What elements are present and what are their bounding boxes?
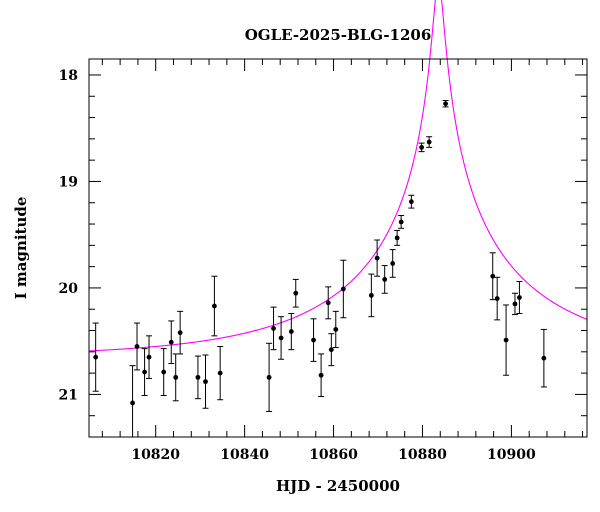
point-marker (490, 273, 496, 279)
data-point (381, 265, 388, 294)
point-marker (394, 235, 400, 241)
point-marker (203, 379, 208, 385)
point-marker (390, 261, 396, 266)
data-point (389, 249, 396, 278)
point-marker (217, 370, 223, 376)
point-marker (142, 369, 147, 375)
data-point (92, 322, 99, 392)
data-point (503, 304, 510, 376)
point-marker (311, 337, 316, 343)
data-point (168, 320, 175, 365)
point-marker (161, 369, 167, 375)
data-point (129, 365, 136, 437)
data-points (92, 100, 547, 437)
data-point (340, 259, 347, 319)
point-marker (134, 344, 140, 349)
data-point (278, 316, 285, 360)
data-point (292, 278, 299, 308)
y-tick-label: 21 (59, 387, 78, 403)
point-marker (288, 329, 294, 334)
data-point (398, 215, 405, 229)
point-marker (177, 330, 183, 336)
point-marker (211, 303, 217, 309)
y-tick-label: 20 (59, 281, 79, 297)
y-tick-label: 18 (59, 68, 78, 84)
data-point (172, 353, 179, 402)
point-marker (408, 199, 414, 205)
data-point (288, 312, 295, 351)
point-marker (398, 219, 404, 225)
data-point (516, 281, 523, 314)
point-marker (195, 374, 201, 380)
data-point (217, 345, 224, 401)
tick-labels: 10820 10840 10860 10880 10900 18 19 20 21 (59, 68, 537, 463)
point-marker (328, 347, 334, 353)
point-marker (541, 355, 547, 361)
data-point (368, 273, 375, 318)
point-marker (266, 374, 272, 380)
point-marker (173, 374, 179, 380)
data-point (134, 322, 141, 371)
data-point (141, 348, 148, 396)
data-point (202, 354, 209, 409)
data-point (494, 276, 501, 321)
point-marker (494, 296, 500, 301)
point-marker (419, 144, 424, 150)
point-marker (443, 101, 449, 107)
data-point (442, 100, 449, 108)
data-point (146, 335, 153, 379)
data-point (489, 252, 496, 301)
plot-frame (88, 58, 588, 438)
data-point (318, 353, 325, 398)
point-marker (503, 337, 509, 343)
data-point (374, 239, 381, 277)
point-marker (512, 301, 518, 307)
point-marker (271, 325, 276, 331)
axis-ticks (89, 59, 587, 438)
point-marker (340, 286, 346, 292)
model-curve (88, 0, 588, 352)
point-marker (426, 139, 432, 145)
data-point (160, 348, 167, 396)
x-tick-label: 10900 (487, 447, 536, 463)
data-point (211, 275, 218, 337)
data-point (540, 328, 547, 388)
point-marker (293, 290, 299, 296)
point-marker (318, 372, 324, 378)
point-marker (168, 339, 174, 345)
point-marker (333, 327, 339, 332)
point-marker (146, 354, 152, 360)
point-marker (517, 295, 522, 300)
data-point (270, 306, 277, 351)
data-point (394, 229, 401, 246)
point-marker (278, 335, 284, 341)
data-point (194, 355, 201, 400)
y-axis-label: I magnitude (12, 197, 30, 300)
data-point (328, 333, 335, 367)
data-point (325, 286, 332, 320)
data-point (266, 342, 273, 412)
data-point (332, 310, 339, 349)
point-marker (374, 255, 380, 261)
point-marker (325, 300, 331, 306)
x-tick-label: 10840 (220, 447, 269, 463)
x-tick-label: 10820 (131, 447, 180, 463)
data-point (511, 292, 518, 316)
point-marker (93, 354, 99, 360)
data-point (310, 318, 317, 362)
data-point (426, 136, 433, 148)
data-point (418, 142, 425, 153)
data-point (408, 194, 415, 209)
point-marker (382, 277, 388, 282)
x-tick-label: 10880 (398, 447, 447, 463)
chart-title: OGLE-2025-BLG-1206 (245, 26, 432, 44)
x-axis-label: HJD - 2450000 (276, 477, 400, 495)
x-tick-label: 10860 (309, 447, 358, 463)
point-marker (368, 292, 374, 298)
point-marker (130, 400, 135, 406)
data-point (177, 310, 184, 355)
y-tick-label: 19 (59, 174, 78, 190)
